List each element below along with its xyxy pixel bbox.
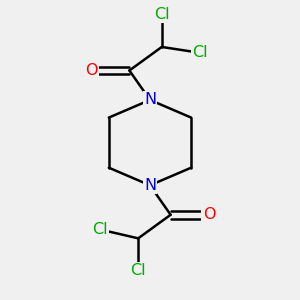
Text: N: N (144, 178, 156, 193)
Text: N: N (144, 92, 156, 107)
Text: Cl: Cl (192, 45, 208, 60)
Text: O: O (85, 63, 98, 78)
Text: Cl: Cl (92, 222, 108, 237)
Text: O: O (202, 207, 215, 222)
Text: Cl: Cl (154, 7, 170, 22)
Text: Cl: Cl (130, 263, 146, 278)
